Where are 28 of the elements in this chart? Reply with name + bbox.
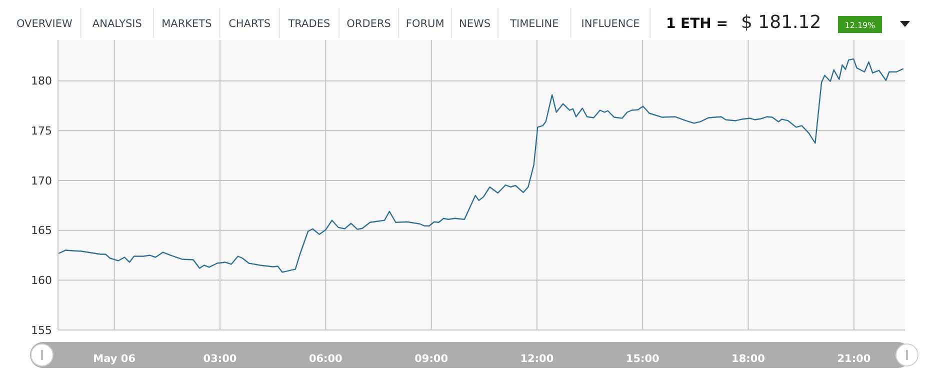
text: TRADES [287,18,330,30]
x-tick-label: 12:00 [520,353,554,365]
y-tick-label: 155 [31,324,52,337]
x-tick-label: 09:00 [414,353,448,365]
x-tick-label: May 06 [93,353,136,365]
text: CHARTS [228,18,271,30]
line-series [58,58,904,273]
text: NEWS [459,18,491,30]
text: FORUM [406,18,444,30]
text: INFLUENCE [581,18,640,30]
text: OVERVIEW [16,18,73,30]
text: ANALYSIS [92,18,142,30]
y-tick-label: 160 [31,274,52,288]
text: MARKETS [162,18,212,30]
y-tick-label: 165 [31,224,52,238]
x-tick-label: 06:00 [308,353,342,365]
text: $ 181.12 [741,12,822,33]
x-tick-label: 21:00 [837,353,871,365]
x-tick-label: 03:00 [203,353,237,365]
text: ORDERS [346,18,392,30]
text: 12.19% [844,21,876,30]
text: TIMELINE [509,18,559,30]
text: 1 ETH = [666,16,728,32]
y-tick-label: 170 [31,174,52,188]
y-tick-label: 180 [31,74,52,88]
x-tick-label: 18:00 [732,353,765,365]
y-tick-label: 175 [31,124,52,138]
x-tick-label: 15:00 [626,353,660,365]
